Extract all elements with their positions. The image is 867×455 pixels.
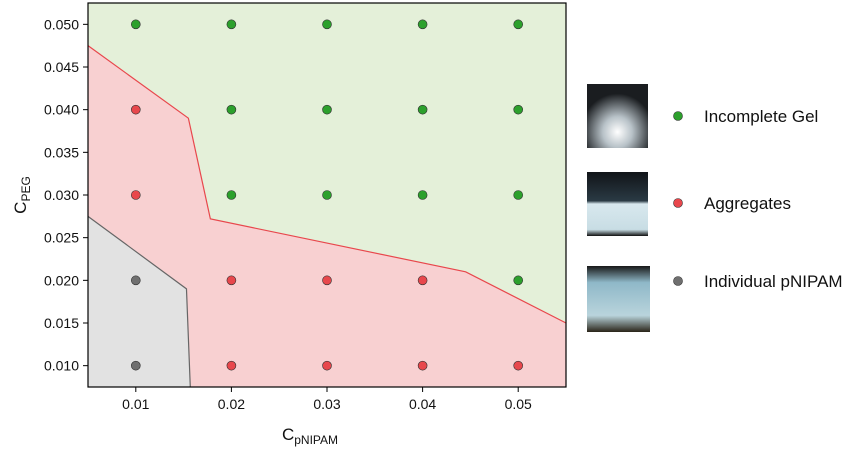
point xyxy=(226,19,237,30)
region-fill xyxy=(88,45,566,388)
point xyxy=(322,104,332,115)
y-tick-label: 0.045 xyxy=(44,59,79,75)
point xyxy=(417,275,428,286)
point xyxy=(322,360,332,371)
y-tick-label: 0.040 xyxy=(44,102,79,118)
point xyxy=(513,19,524,30)
legend-marker xyxy=(673,276,683,286)
region-fill xyxy=(88,216,191,387)
x-tick-label: 0.04 xyxy=(409,396,436,412)
point xyxy=(226,360,237,371)
legend-marker xyxy=(673,111,683,121)
y-tick-label: 0.020 xyxy=(44,272,79,288)
point xyxy=(417,19,428,30)
x-tick-label: 0.03 xyxy=(313,396,340,412)
y-tick-label: 0.050 xyxy=(44,16,79,32)
legend-label: Incomplete Gel xyxy=(704,107,818,126)
point xyxy=(513,104,524,115)
y-tick-label: 0.030 xyxy=(44,187,79,203)
y-axis-label: CPEG xyxy=(11,176,33,214)
point xyxy=(513,360,524,371)
point xyxy=(322,275,332,286)
point xyxy=(131,190,141,200)
legend-photos xyxy=(587,84,650,332)
point xyxy=(131,360,141,371)
x-tick-label: 0.01 xyxy=(122,396,149,412)
point xyxy=(226,275,237,286)
point xyxy=(417,104,428,115)
x-tick-label: 0.02 xyxy=(218,396,245,412)
photo-incomplete-gel xyxy=(587,84,648,148)
y-tick-label: 0.010 xyxy=(44,358,79,374)
point xyxy=(322,190,332,200)
legend-label: Individual pNIPAM xyxy=(704,272,843,291)
photo-individual xyxy=(587,266,650,332)
x-tick-label: 0.05 xyxy=(505,396,532,412)
point xyxy=(513,190,524,200)
point xyxy=(131,19,141,30)
x-axis-label: CpNIPAM xyxy=(282,425,338,447)
point xyxy=(322,19,332,30)
y-tick-label: 0.025 xyxy=(44,230,79,246)
point xyxy=(226,104,237,115)
point xyxy=(417,190,428,200)
legend-marker xyxy=(673,198,683,208)
point xyxy=(131,275,141,286)
point xyxy=(417,360,428,371)
photo-aggregates xyxy=(587,172,648,236)
boundary-line xyxy=(87,45,567,324)
y-tick-label: 0.015 xyxy=(44,315,79,331)
point xyxy=(226,190,237,200)
point xyxy=(131,104,141,115)
y-tick-label: 0.035 xyxy=(44,144,79,160)
point xyxy=(513,275,524,286)
legend-label: Aggregates xyxy=(704,194,791,213)
boundary-line xyxy=(87,215,191,388)
